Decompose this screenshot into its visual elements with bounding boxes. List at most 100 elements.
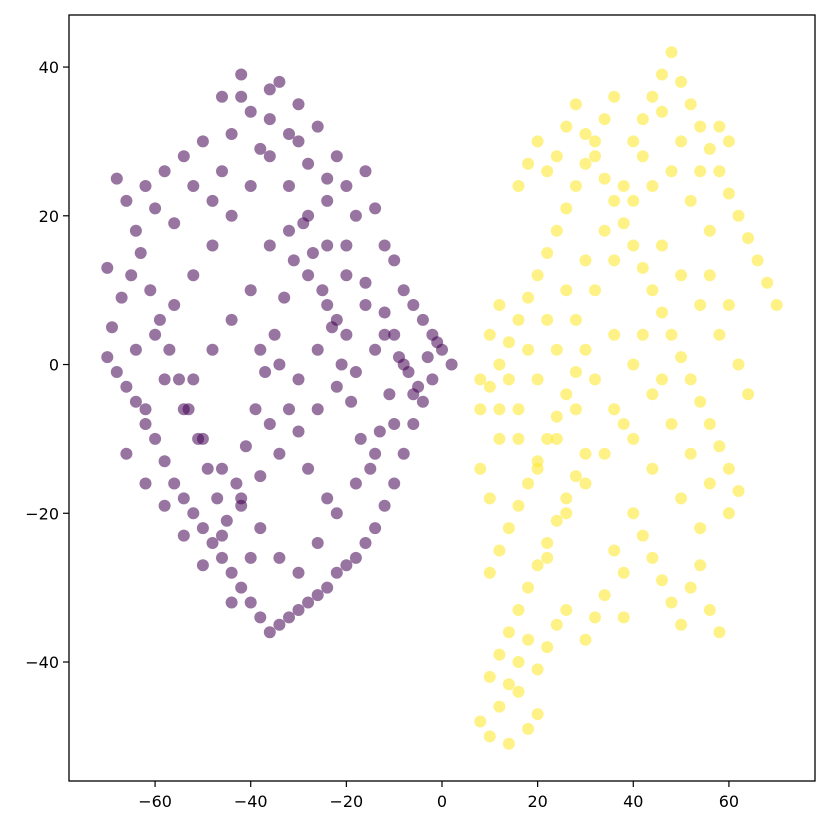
point-s0-39: [407, 418, 420, 430]
point-s1-88: [589, 611, 601, 624]
point-s0-67: [139, 418, 152, 430]
point-s0-116: [369, 343, 382, 356]
point-s1-73: [722, 462, 735, 475]
point-s0-106: [431, 336, 444, 349]
point-s1-9: [502, 678, 515, 691]
point-s1-162: [502, 373, 515, 386]
point-s0-126: [177, 529, 190, 542]
point-s1-103: [751, 254, 764, 267]
point-s1-148: [493, 403, 506, 416]
point-s1-37: [483, 380, 496, 393]
point-s0-3: [129, 224, 142, 237]
point-s1-131: [541, 551, 554, 564]
point-s0-22: [311, 120, 324, 133]
point-s0-52: [283, 611, 295, 624]
point-s1-11: [522, 633, 535, 646]
point-s0-86: [239, 440, 252, 453]
point-s0-37: [426, 373, 439, 386]
point-s0-110: [292, 135, 305, 148]
point-s1-33: [560, 388, 573, 401]
point-s1-32: [550, 410, 563, 423]
point-s1-118: [474, 462, 487, 475]
point-s0-18: [273, 75, 286, 88]
point-s1-23: [569, 470, 582, 483]
point-s0-97: [345, 395, 358, 408]
point-s0-0: [101, 261, 114, 274]
point-s0-91: [287, 254, 300, 267]
point-s1-83: [703, 604, 716, 616]
point-s0-139: [302, 209, 315, 222]
point-s1-46: [569, 180, 582, 192]
point-s0-50: [302, 596, 315, 609]
point-s1-157: [598, 224, 611, 237]
point-s0-16: [254, 142, 267, 155]
point-s1-27: [502, 522, 515, 535]
point-s1-75: [627, 507, 640, 520]
point-s0-167: [206, 343, 219, 356]
point-s1-36: [474, 403, 487, 416]
point-s0-163: [311, 343, 324, 356]
point-s0-19: [283, 128, 295, 140]
point-s0-70: [110, 366, 123, 378]
point-s1-28: [512, 499, 525, 512]
point-s1-124: [684, 447, 697, 460]
point-s0-78: [163, 343, 176, 356]
point-s0-43: [369, 522, 382, 535]
point-s0-98: [354, 432, 367, 445]
point-s0-66: [149, 432, 162, 445]
point-s1-0: [474, 715, 487, 728]
point-s1-94: [665, 46, 678, 59]
point-s0-120: [292, 425, 305, 438]
point-s0-125: [196, 559, 209, 572]
point-s0-157: [177, 403, 190, 416]
point-s0-51: [292, 604, 305, 616]
point-s1-93: [656, 68, 668, 81]
point-s1-85: [608, 544, 621, 557]
point-s0-33: [416, 313, 429, 326]
point-s1-18: [522, 581, 535, 594]
point-s1-122: [646, 388, 659, 401]
point-s1-141: [627, 432, 640, 445]
point-s0-159: [139, 403, 152, 416]
point-s0-93: [306, 247, 319, 259]
point-s1-133: [675, 269, 688, 282]
point-s0-73: [115, 291, 128, 304]
point-s1-144: [569, 403, 582, 416]
point-s0-143: [378, 328, 391, 341]
point-s1-125: [703, 477, 716, 490]
x-tick-label: −40: [234, 792, 268, 811]
point-s1-128: [598, 447, 611, 460]
point-s0-105: [421, 351, 434, 364]
point-s1-40: [512, 313, 525, 326]
point-s0-138: [283, 180, 295, 192]
point-s1-112: [589, 284, 601, 297]
point-s0-72: [106, 321, 118, 334]
y-tick-label: 40: [39, 58, 59, 77]
point-s1-51: [512, 180, 525, 192]
point-s1-16: [502, 626, 515, 639]
point-s0-15: [244, 105, 257, 118]
point-s0-30: [388, 254, 401, 267]
point-s0-82: [201, 462, 214, 475]
y-tick-label: −20: [25, 504, 59, 523]
point-s0-111: [321, 194, 334, 207]
point-s1-43: [541, 247, 554, 259]
point-s1-45: [560, 202, 573, 215]
point-s1-20: [541, 537, 554, 549]
point-s0-88: [259, 366, 272, 378]
point-s1-25: [483, 566, 496, 579]
point-s1-115: [531, 373, 544, 386]
point-s1-38: [493, 358, 506, 371]
point-s1-5: [522, 722, 535, 735]
point-s1-87: [598, 589, 611, 602]
point-s1-13: [541, 641, 554, 654]
point-s0-53: [273, 618, 286, 631]
point-s1-149: [474, 373, 487, 386]
point-s1-74: [732, 485, 745, 497]
point-s0-122: [254, 470, 267, 483]
point-s1-24: [579, 447, 592, 460]
point-s1-129: [579, 477, 592, 490]
point-s0-7: [168, 217, 181, 230]
point-s1-2: [493, 700, 506, 713]
point-s1-151: [713, 120, 726, 133]
